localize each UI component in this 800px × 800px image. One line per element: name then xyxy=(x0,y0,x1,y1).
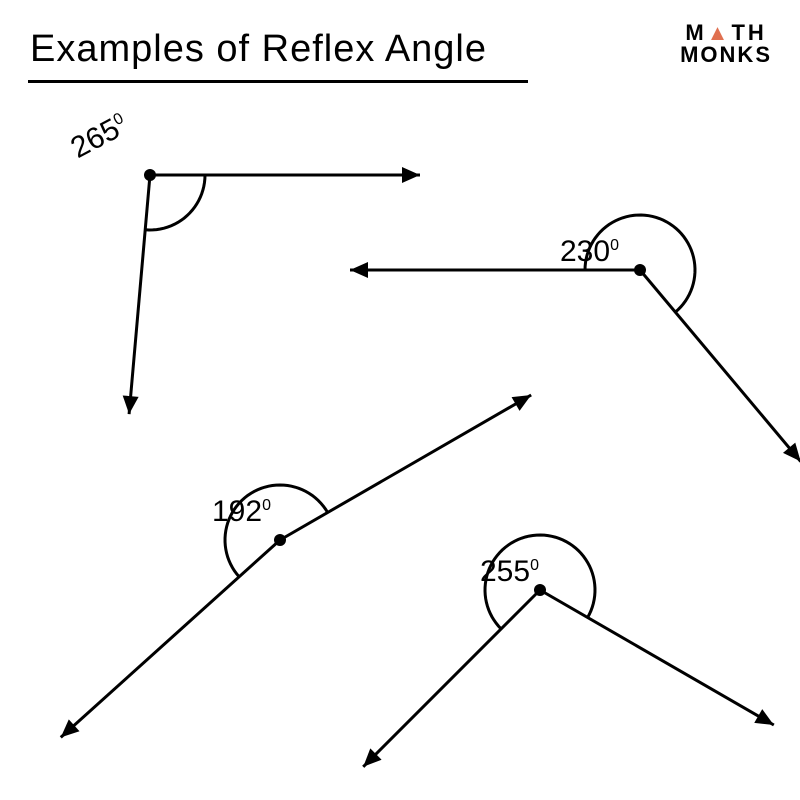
angle-vertex xyxy=(634,264,646,276)
angle-ray xyxy=(280,395,531,540)
angle-ray xyxy=(640,270,800,462)
angle-230-label: 2300 xyxy=(560,235,619,269)
angle-ray xyxy=(540,590,774,725)
angle-ray xyxy=(363,590,540,767)
angle-ray xyxy=(61,540,280,737)
angle-arc xyxy=(145,175,205,230)
angle-255-label: 2550 xyxy=(480,555,539,589)
angle-vertex xyxy=(144,169,156,181)
arrowhead-icon xyxy=(350,262,368,278)
arrowhead-icon xyxy=(402,167,420,183)
angle-ray xyxy=(129,175,150,414)
angle-192-label: 1920 xyxy=(212,495,271,529)
angle-vertex xyxy=(274,534,286,546)
